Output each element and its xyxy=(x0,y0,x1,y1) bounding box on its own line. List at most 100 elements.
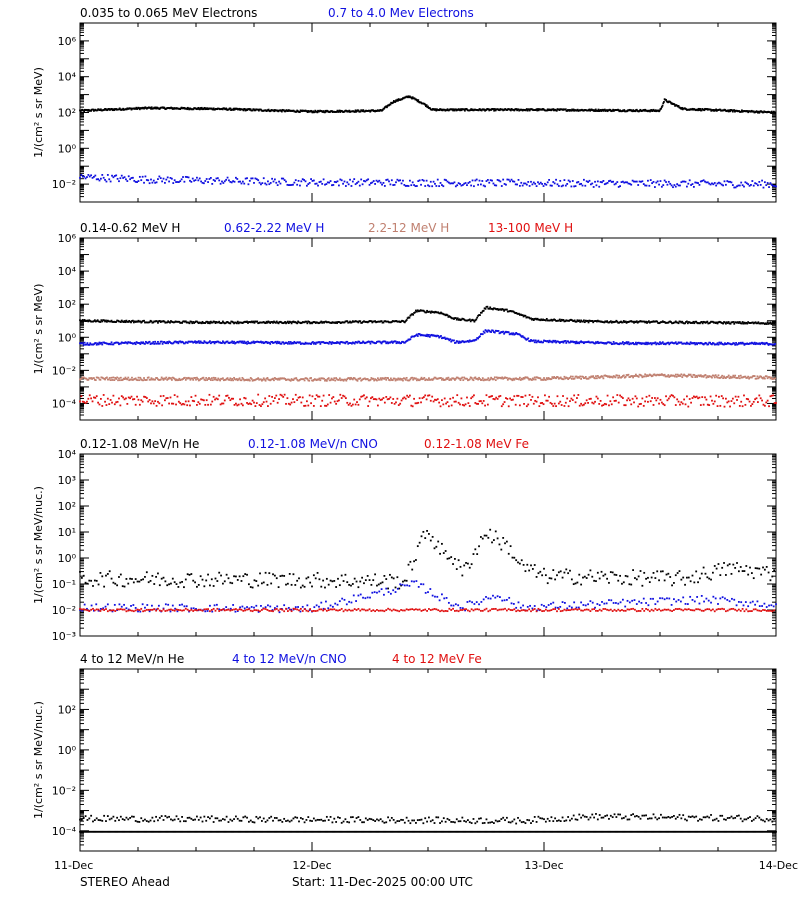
data-point xyxy=(393,320,396,323)
data-point xyxy=(536,376,539,379)
data-point xyxy=(492,397,495,400)
data-point xyxy=(605,321,608,323)
data-point xyxy=(608,376,611,379)
data-point xyxy=(608,375,610,378)
data-point xyxy=(737,342,740,344)
data-point xyxy=(155,575,157,578)
data-point xyxy=(200,377,203,380)
data-point xyxy=(537,396,539,399)
data-point xyxy=(624,181,627,184)
data-point xyxy=(189,340,192,343)
data-point xyxy=(162,177,165,180)
data-point xyxy=(305,400,308,403)
data-point xyxy=(278,180,280,183)
data-point xyxy=(273,377,276,379)
data-point xyxy=(165,321,168,324)
data-point xyxy=(591,401,594,404)
data-point xyxy=(460,377,463,380)
data-point xyxy=(516,394,518,397)
data-point xyxy=(365,179,368,182)
data-point xyxy=(484,379,487,381)
data-point xyxy=(167,378,170,380)
data-point xyxy=(207,322,209,325)
data-point xyxy=(757,111,759,114)
data-point xyxy=(748,342,750,345)
data-point xyxy=(272,573,274,576)
data-point xyxy=(705,376,708,379)
data-point xyxy=(268,341,271,344)
data-point xyxy=(673,321,675,324)
data-point xyxy=(382,340,385,343)
data-point xyxy=(416,100,419,103)
data-point xyxy=(291,321,294,323)
data-point xyxy=(568,341,570,344)
data-point xyxy=(375,342,377,345)
data-point xyxy=(231,340,234,343)
data-point xyxy=(98,341,101,344)
data-point xyxy=(552,405,555,407)
data-point xyxy=(157,379,160,381)
data-point xyxy=(213,320,216,323)
data-point xyxy=(226,340,229,343)
data-point xyxy=(122,177,125,179)
data-point xyxy=(233,376,235,379)
data-point xyxy=(651,182,654,185)
data-point xyxy=(92,343,94,346)
data-point xyxy=(258,341,261,344)
data-point xyxy=(445,377,448,380)
data-point xyxy=(485,305,488,308)
data-point xyxy=(572,108,575,111)
data-point xyxy=(511,333,514,336)
data-point xyxy=(158,402,161,405)
data-point xyxy=(448,379,451,382)
data-point xyxy=(758,394,761,397)
data-point xyxy=(189,404,191,407)
data-point xyxy=(638,110,641,112)
data-point xyxy=(497,376,500,379)
data-point xyxy=(645,375,647,378)
data-point xyxy=(293,340,296,343)
data-point xyxy=(81,376,84,379)
data-point xyxy=(203,340,206,343)
data-point xyxy=(271,321,273,323)
data-point xyxy=(570,109,573,112)
data-point xyxy=(655,320,658,323)
data-point xyxy=(745,377,748,379)
data-point xyxy=(622,343,625,346)
data-point xyxy=(355,379,358,381)
data-point xyxy=(196,404,198,406)
data-point xyxy=(573,319,576,322)
data-point xyxy=(531,377,534,380)
data-point xyxy=(450,316,453,319)
data-point xyxy=(94,342,97,344)
data-point xyxy=(179,402,182,405)
data-point xyxy=(519,313,522,316)
data-point xyxy=(295,342,298,345)
data-point xyxy=(130,378,132,381)
data-point xyxy=(211,321,214,324)
data-point xyxy=(359,110,362,113)
data-point xyxy=(311,180,314,182)
data-point xyxy=(209,378,211,380)
data-point xyxy=(631,179,634,182)
data-point xyxy=(265,183,268,186)
data-point xyxy=(376,340,379,343)
data-point xyxy=(402,320,405,323)
data-point xyxy=(93,378,96,381)
data-point xyxy=(152,378,155,381)
data-point xyxy=(425,311,428,314)
data-point xyxy=(756,322,759,325)
data-point xyxy=(531,318,534,320)
data-point xyxy=(317,378,320,381)
panel-2-title-4: 13-100 MeV H xyxy=(488,221,573,235)
data-point xyxy=(388,398,390,400)
data-point xyxy=(103,377,106,380)
data-point xyxy=(453,318,455,320)
data-point xyxy=(631,110,634,113)
data-point xyxy=(620,320,622,323)
data-point xyxy=(198,402,201,405)
data-point xyxy=(520,335,523,338)
data-point xyxy=(507,310,510,313)
data-point xyxy=(125,377,128,380)
data-point xyxy=(153,378,156,381)
